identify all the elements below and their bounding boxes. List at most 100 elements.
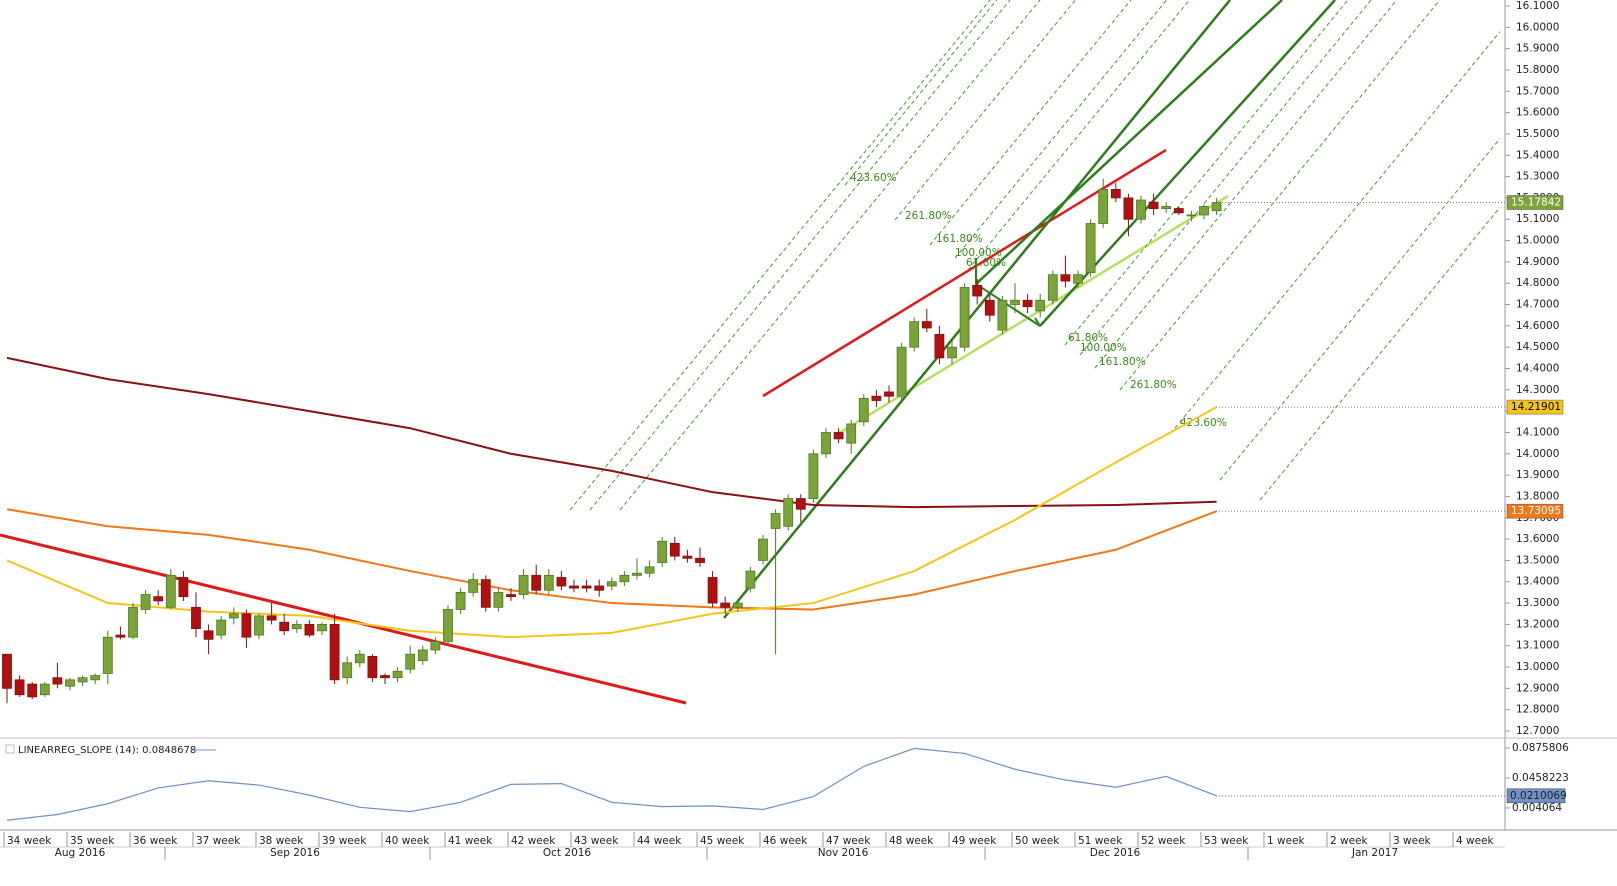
candle-body (178, 577, 189, 598)
y-tick-label: 12.7000 (1516, 725, 1559, 737)
fib-label: 423.60% (850, 172, 897, 184)
fib-line (894, 0, 1076, 221)
candle-body (556, 577, 567, 587)
week-label: 43 week (574, 835, 619, 847)
candle-body (90, 675, 101, 681)
y-tick-label: 14.5000 (1516, 341, 1559, 353)
candle-body (644, 566, 655, 574)
candle-body (241, 613, 252, 638)
moving-average (6, 406, 1218, 639)
candle-body (531, 574, 542, 591)
drawings (0, 0, 1501, 705)
candle-body (632, 572, 642, 576)
candle-body (984, 299, 995, 316)
fib-line (1174, 31, 1501, 429)
candle-body (430, 641, 441, 651)
candle-body (896, 346, 907, 397)
month-label: Sep 2016 (270, 847, 320, 859)
candle-body (39, 683, 50, 696)
week-label: 44 week (637, 835, 682, 847)
week-label: 39 week (322, 835, 367, 847)
week-label: 51 week (1078, 835, 1123, 847)
y-tick-label: 13.5000 (1516, 554, 1559, 566)
indicator-checkbox[interactable] (5, 744, 15, 754)
y-tick-label: 13.3000 (1516, 597, 1559, 609)
y-tick-label: 14.1000 (1516, 426, 1559, 438)
candle-body (921, 321, 932, 329)
fib-line (569, 0, 991, 511)
fib-line (1119, 0, 1441, 391)
candle-body (304, 623, 315, 636)
fib-line (967, 0, 1190, 271)
candle-body (165, 574, 176, 608)
y-tick-label: 14.3000 (1516, 384, 1559, 396)
price-tag-label: 13.73095 (1511, 505, 1561, 517)
week-label: 35 week (70, 835, 115, 847)
month-label: Nov 2016 (818, 847, 869, 859)
fib-line (1259, 207, 1501, 501)
week-label: 34 week (7, 835, 52, 847)
candle-body (1173, 208, 1184, 214)
indicator-tag-label: 0.0210069 (1510, 790, 1567, 802)
candle-body (1098, 188, 1109, 224)
candle-body (884, 391, 894, 397)
candle-body (972, 284, 983, 297)
candle-body (770, 513, 781, 529)
candle-body (506, 594, 516, 598)
y-tick-label: 13.4000 (1516, 576, 1559, 588)
candle-body (266, 615, 277, 621)
y-tick-label: 15.4000 (1516, 149, 1559, 161)
y-tick-label: 14.7000 (1516, 299, 1559, 311)
week-label: 46 week (763, 835, 808, 847)
candle-body (115, 634, 126, 638)
week-label: 36 week (133, 835, 178, 847)
fib-line (589, 0, 1011, 511)
indicator-tick-label: 0.0458223 (1512, 772, 1569, 784)
y-tick-label: 14.9000 (1516, 256, 1559, 268)
fib-line (929, 0, 1132, 246)
week-label: 38 week (259, 835, 304, 847)
candle-body (140, 594, 151, 610)
week-label: 45 week (700, 835, 745, 847)
candle-body (745, 570, 756, 589)
y-tick-label: 13.6000 (1516, 533, 1559, 545)
candle-body (279, 621, 290, 632)
candle-body (1211, 202, 1222, 212)
candle-body (417, 649, 428, 662)
candle-body (1148, 201, 1159, 209)
candle-body (1010, 299, 1020, 305)
candle-body (594, 585, 605, 591)
candle-body (493, 591, 504, 608)
week-label: 52 week (1141, 835, 1186, 847)
fib-label: 100.00% (1080, 342, 1127, 354)
candle-body (480, 579, 491, 608)
candle-body (1085, 223, 1096, 273)
fib-label: 100.00% (955, 247, 1002, 259)
candle-body (695, 557, 705, 563)
candle-body (682, 555, 693, 559)
candle-body (1161, 206, 1172, 209)
fib-line (1094, 0, 1398, 369)
week-label: 50 week (1015, 835, 1060, 847)
candle-body (468, 579, 479, 593)
price-tag (1506, 195, 1564, 210)
candle-body (720, 602, 731, 608)
fib-label: 161.80% (1099, 356, 1146, 368)
candle-body (959, 287, 970, 348)
week-label: 1 week (1267, 835, 1306, 847)
candle-body (858, 397, 869, 423)
y-tick-label: 13.9000 (1516, 469, 1559, 481)
fib-label: 261.80% (905, 210, 952, 222)
fib-label: 261.80% (1130, 379, 1177, 391)
candle-body (216, 619, 227, 636)
candle-body (1136, 199, 1146, 220)
candle-body (52, 677, 63, 685)
y-tick-label: 13.8000 (1516, 490, 1559, 502)
month-label: Aug 2016 (55, 847, 106, 859)
candle-body (354, 653, 365, 664)
indicator-tick-label: 0.004064 (1512, 802, 1562, 814)
candle-body (65, 679, 75, 687)
candle-body (14, 679, 25, 696)
